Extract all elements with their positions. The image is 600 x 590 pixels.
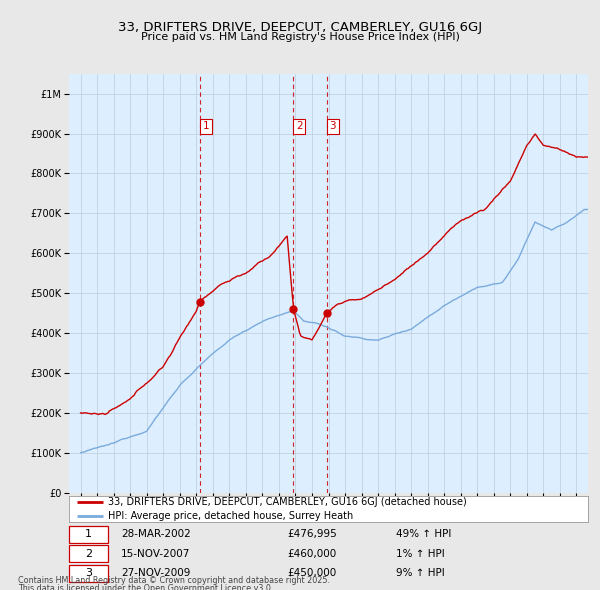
Text: £476,995: £476,995 [287, 529, 337, 539]
Text: 1: 1 [85, 529, 92, 539]
Text: £450,000: £450,000 [287, 568, 336, 578]
FancyBboxPatch shape [69, 545, 108, 562]
Text: This data is licensed under the Open Government Licence v3.0.: This data is licensed under the Open Gov… [18, 584, 274, 590]
Text: HPI: Average price, detached house, Surrey Heath: HPI: Average price, detached house, Surr… [108, 510, 353, 520]
Text: 2: 2 [296, 121, 302, 131]
Text: 15-NOV-2007: 15-NOV-2007 [121, 549, 190, 559]
Text: 33, DRIFTERS DRIVE, DEEPCUT, CAMBERLEY, GU16 6GJ: 33, DRIFTERS DRIVE, DEEPCUT, CAMBERLEY, … [118, 21, 482, 34]
Text: 3: 3 [85, 568, 92, 578]
Text: 49% ↑ HPI: 49% ↑ HPI [396, 529, 451, 539]
Text: £460,000: £460,000 [287, 549, 336, 559]
Text: 1: 1 [203, 121, 209, 131]
FancyBboxPatch shape [69, 526, 108, 543]
Text: Price paid vs. HM Land Registry's House Price Index (HPI): Price paid vs. HM Land Registry's House … [140, 32, 460, 42]
Text: 27-NOV-2009: 27-NOV-2009 [121, 568, 190, 578]
Text: 9% ↑ HPI: 9% ↑ HPI [396, 568, 445, 578]
Text: 2: 2 [85, 549, 92, 559]
FancyBboxPatch shape [69, 565, 108, 582]
Text: 33, DRIFTERS DRIVE, DEEPCUT, CAMBERLEY, GU16 6GJ (detached house): 33, DRIFTERS DRIVE, DEEPCUT, CAMBERLEY, … [108, 497, 467, 507]
Text: 28-MAR-2002: 28-MAR-2002 [121, 529, 191, 539]
Text: 3: 3 [329, 121, 336, 131]
Text: 1% ↑ HPI: 1% ↑ HPI [396, 549, 445, 559]
Text: Contains HM Land Registry data © Crown copyright and database right 2025.: Contains HM Land Registry data © Crown c… [18, 576, 330, 585]
